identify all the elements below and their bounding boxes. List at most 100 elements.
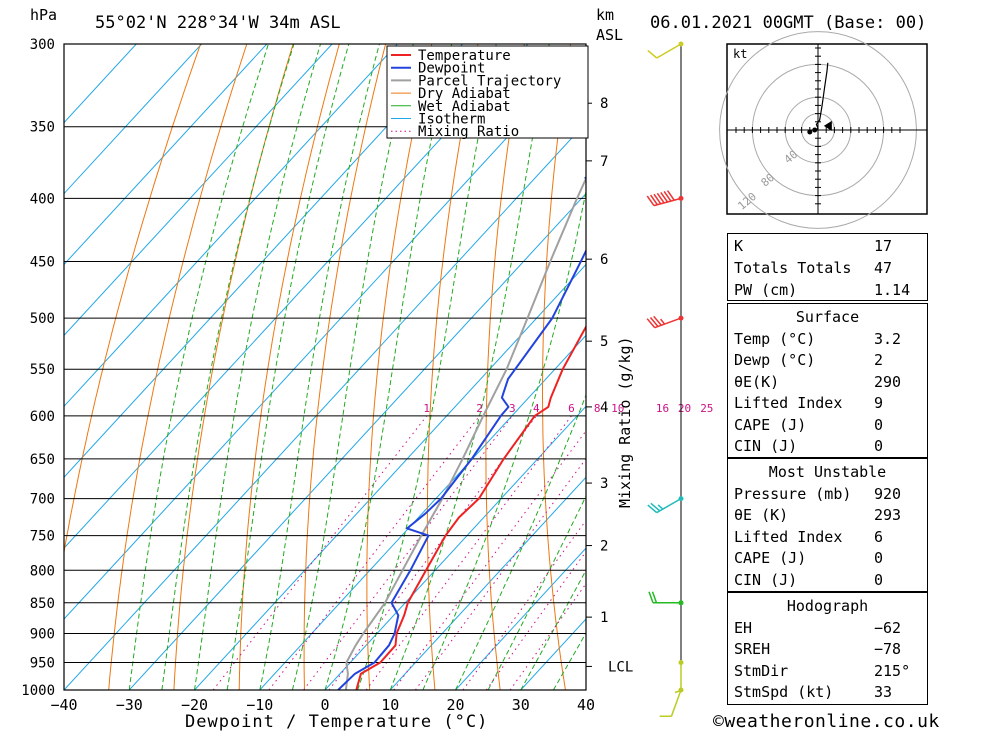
wind-barb-feather [651,591,658,604]
surface-table: Surface Temp (°C) 3.2 Dewp (°C) 2 θE(K) 290… [727,303,928,458]
mixing-ratio-label: 10 [611,402,624,415]
wind-barb-feather [660,318,666,325]
km-tick-label: 2 [600,539,608,555]
km-height-axis: 8 7 6 5 4 3 2 1 LCL [586,96,633,675]
wind-barb-feather [653,315,662,326]
location-title: 55°02'N 228°34'W 34m ASL [95,13,341,33]
hodograph-table-title: Hodograph [786,597,869,615]
storm-motion-marker [823,120,832,131]
pressure-tick-label: 650 [30,452,55,468]
wind-barb-feather [660,191,669,203]
hodograph-trace [814,62,829,131]
km-tick-label: 4 [600,400,608,416]
hodograph-row: StmDir 215° [734,662,911,680]
pressure-tick-label: 1000 [21,683,55,699]
wind-barb [646,190,684,207]
wind-barb-feather [647,504,658,514]
temperature-tick-label: 30 [512,696,530,714]
mixing-ratio-line [303,415,513,690]
wind-profile [646,41,684,718]
pressure-tick-label: 600 [30,409,55,425]
mixing-ratio-label: 20 [678,402,691,415]
wind-barb [648,591,684,606]
wind-barb-feather [646,318,656,329]
legend-label: Parcel Trajectory [418,73,561,89]
wind-barb-feather [649,317,659,327]
most-unstable-row: CAPE (J) 0 [734,549,884,567]
hodograph-row: EH −62 [734,619,902,637]
km-unit-label: km [596,6,614,24]
surface-row: θE(K) 290 [734,373,902,391]
legend-label: Dry Adiabat [418,86,511,102]
wind-barb [646,315,684,329]
wet-adiabat-line [357,44,497,690]
legend-label: Mixing Ratio [418,124,519,140]
wet-adiabat-line [128,44,269,690]
temperature-tick-label: −40 [50,696,77,714]
mixing-ratio-label: 8 [594,402,601,415]
wind-barb-staff [656,497,682,514]
sounding-series [337,176,586,690]
mixing-ratio-label: 4 [533,402,540,415]
wet-adiabat-line [226,44,350,690]
hodograph-point [807,129,813,135]
wet-adiabat-line [520,569,586,690]
km-tick-label: 8 [600,96,608,112]
wind-barb-feather [674,689,682,694]
wind-barb [674,659,684,694]
wind-barb-feather [663,191,672,202]
wet-adiabat-line [487,495,586,690]
isotherm-line [193,263,586,690]
most-unstable-row: Pressure (mb) 920 [734,485,902,503]
wind-barb-feather [648,591,654,604]
pressure-tick-label: 450 [30,255,55,271]
hodograph-table: Hodograph EH −62 SREH −78 StmDir 215° StmSp… [727,592,928,705]
mixing-ratio-label: 16 [656,402,669,415]
pressure-tick-label: 900 [30,626,55,642]
copyright-footer: ©weatheronline.co.uk [713,711,940,732]
most-unstable-title: Most Unstable [768,463,887,481]
isotherm-line [128,192,586,690]
km-tick-label: 5 [600,334,608,350]
wind-barb-feather [650,502,661,512]
mixing-ratio-axis-label: Mixing Ratio (g/kg) [616,336,634,508]
index-row-totals: Totals Totals 47 [734,259,893,277]
wet-adiabat-line [161,44,295,690]
wind-barb-staff [670,689,682,717]
most-unstable-table: Most Unstable Pressure (mb) 920 θE (K) 293… [727,458,928,592]
isotherm-line [64,44,399,408]
temperature-line [355,324,586,690]
pressure-tick-label: 800 [30,563,55,579]
asl-unit-label: ASL [596,26,623,44]
wind-barb [659,687,684,718]
surface-row: Lifted Index 9 [734,394,884,412]
pressure-tick-label: 350 [30,120,55,136]
index-row-k: K 17 [734,237,893,255]
surface-row: Temp (°C) 3.2 [734,330,902,348]
isotherm-line [64,44,203,195]
pressure-tick-label: 400 [30,191,55,207]
surface-title: Surface [795,308,860,326]
dry-adiabat-line [939,0,1000,716]
legend-label: Wet Adiabat [418,99,511,115]
isotherm-line [324,405,586,690]
temperature-tick-label: 40 [577,696,595,714]
temperature-tick-label: −30 [116,696,143,714]
temperature-tick-labels: −40 −30 −20 −10 0 10 20 30 40 [50,696,595,714]
indices-table: K 17 Totals Totals 47 PW (cm) 1.14 [727,233,928,301]
wind-barb-feather [646,195,655,207]
dry-adiabat-line [983,0,1000,716]
km-tick-label: 3 [600,476,608,492]
wind-barb [647,41,684,59]
hodograph-row: StmSpd (kt) 33 [734,683,893,701]
mixing-ratio-line [212,415,428,690]
plot-frame [63,43,587,691]
hodograph-point [812,127,818,133]
temperature-tick-label: −20 [181,696,208,714]
pressure-tick-label: 300 [30,37,55,53]
surface-row: CIN (J) 0 [734,437,884,455]
mixing-ratio-label: 3 [509,402,516,415]
pressure-tick-label: 550 [30,362,55,378]
